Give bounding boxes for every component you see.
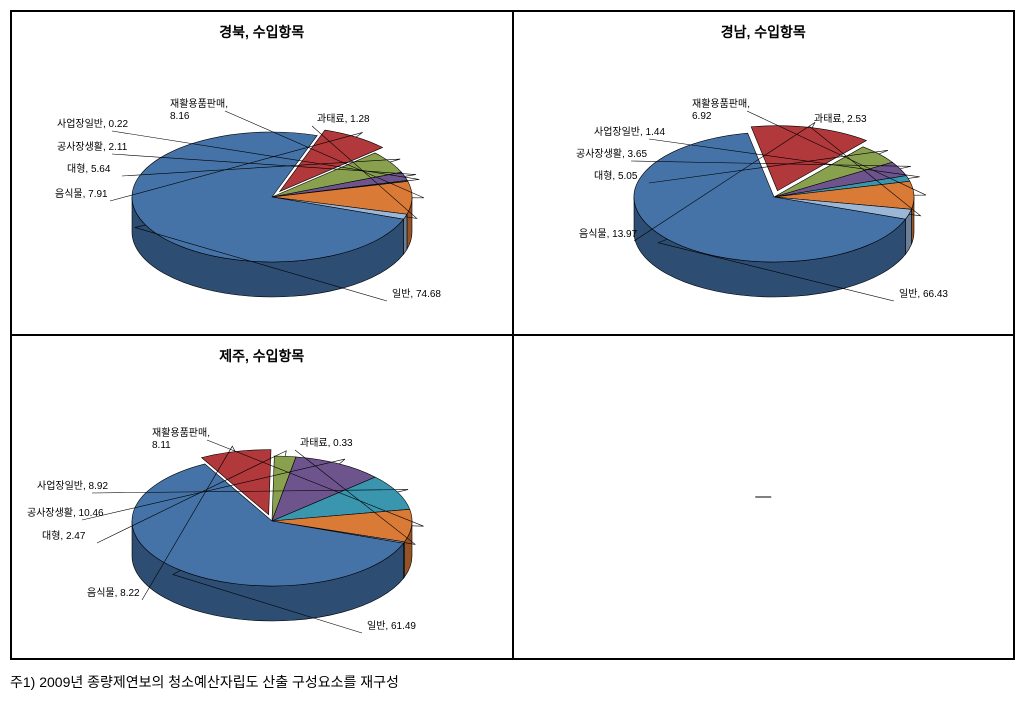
pie-chart: 일반, 66.43 음식물, 13.97 대형, 5.05 공사장생활, 3.65 사업… bbox=[514, 42, 1014, 322]
slice-label: 대형, 2.47 bbox=[42, 530, 86, 542]
chart-cell-jeju: 제주, 수입항목일반, 61.49 음식물, 8.22 대형, 2.47 공사장생활,… bbox=[11, 335, 513, 659]
slice-label: 공사장생활, 3.65 bbox=[576, 147, 647, 160]
chart-title: 제주, 수입항목 bbox=[12, 346, 512, 366]
slice-label: 재활용품판매,8.16 bbox=[170, 97, 228, 122]
slice-label: 과태료, 1.28 bbox=[317, 113, 370, 125]
chart-cell-gyeongnam: 경남, 수입항목일반, 66.43 음식물, 13.97 대형, 5.05 공사장생활… bbox=[513, 11, 1015, 335]
chart-cell-gyeongbuk: 경북, 수입항목일반, 74.68 음식물, 7.91 대형, 5.64 공사장생활,… bbox=[11, 11, 513, 335]
slice-label: 대형, 5.05 bbox=[594, 170, 638, 182]
slice-label: 사업장일반, 8.92 bbox=[37, 479, 108, 492]
slice-label: 사업장일반, 1.44 bbox=[594, 125, 665, 138]
slice-label: 재활용품판매,8.11 bbox=[152, 426, 210, 451]
slice-label: 음식물, 13.97 bbox=[579, 228, 638, 240]
slice-label: 공사장생활, 2.11 bbox=[57, 140, 128, 153]
slice-label: 대형, 5.64 bbox=[67, 163, 111, 175]
slice-label: 일반, 74.68 bbox=[392, 288, 441, 300]
pie-depth bbox=[404, 542, 405, 578]
slice-label: 사업장일반, 0.22 bbox=[57, 117, 128, 130]
slice-label: 일반, 61.49 bbox=[367, 620, 416, 632]
footnote-text: 주1) 2009년 종량제연보의 청소예산자립도 산출 구성요소를 재구성 bbox=[10, 672, 1015, 692]
chart-title: 경남, 수입항목 bbox=[514, 22, 1014, 42]
slice-label: 음식물, 8.22 bbox=[87, 587, 140, 599]
chart-cell-empty: — bbox=[513, 335, 1015, 659]
pie-chart: 일반, 74.68 음식물, 7.91 대형, 5.64 공사장생활, 2.11 사업장… bbox=[12, 42, 512, 322]
pie-depth bbox=[404, 214, 407, 254]
chart-title: 경북, 수입항목 bbox=[12, 22, 512, 42]
slice-label: 과태료, 0.33 bbox=[300, 437, 353, 449]
pie-chart: 일반, 61.49 음식물, 8.22 대형, 2.47 공사장생활, 10.46 사업… bbox=[12, 366, 512, 646]
slice-label: 공사장생활, 10.46 bbox=[27, 506, 104, 519]
empty-placeholder: — bbox=[755, 488, 771, 506]
slice-label: 일반, 66.43 bbox=[899, 288, 948, 300]
slice-label: 재활용품판매,6.92 bbox=[692, 97, 750, 122]
chart-grid: 경북, 수입항목일반, 74.68 음식물, 7.91 대형, 5.64 공사장생활,… bbox=[10, 10, 1015, 660]
slice-label: 과태료, 2.53 bbox=[814, 113, 867, 125]
slice-label: 음식물, 7.91 bbox=[55, 188, 108, 200]
